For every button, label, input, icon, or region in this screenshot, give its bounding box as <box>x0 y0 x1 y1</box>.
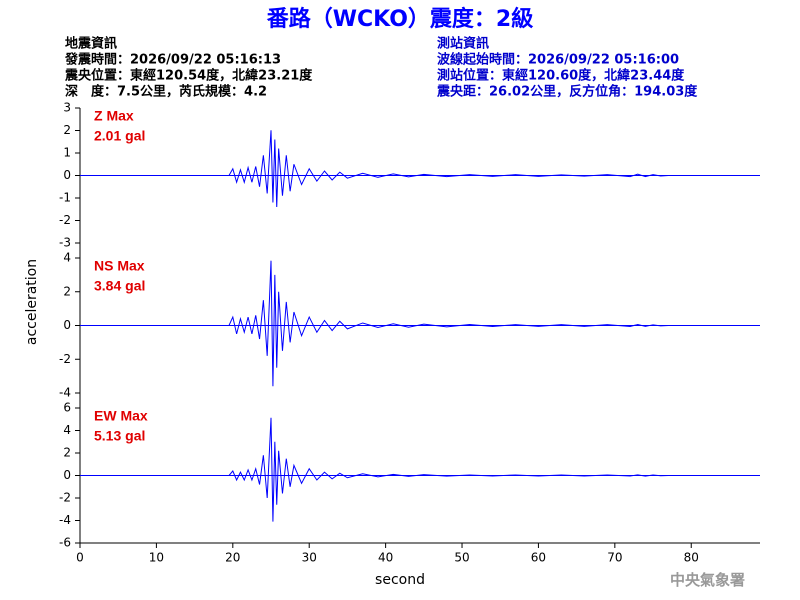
info-left: 地震資訊 <box>65 36 117 52</box>
info-left: 深 度：7.5公里，芮氏規模：4.2 <box>65 84 267 100</box>
x-tick-label: 80 <box>684 551 699 565</box>
info-right: 震央距：26.02公里，反方位角：194.03度 <box>436 84 698 100</box>
y-tick-label: 4 <box>63 251 71 265</box>
y-tick-label: 2 <box>63 123 71 137</box>
y-tick-label: -2 <box>59 213 71 227</box>
y-tick-label: -1 <box>59 191 71 205</box>
info-left: 發震時間：2026/09/22 05:16:13 <box>64 52 281 68</box>
annotation: EW Max <box>94 408 148 424</box>
x-tick-label: 20 <box>225 551 240 565</box>
annotation: 5.13 gal <box>94 428 145 444</box>
annotation: 3.84 gal <box>94 278 145 294</box>
y-tick-label: -4 <box>59 513 71 527</box>
annotation: Z Max <box>94 108 134 124</box>
title: 番路（WCKO）震度：2級 <box>266 6 533 32</box>
y-tick-label: -6 <box>59 536 71 550</box>
y-tick-label: 0 <box>63 318 71 332</box>
info-right: 波線起始時間：2026/09/22 05:16:00 <box>437 52 679 68</box>
x-tick-label: 70 <box>607 551 622 565</box>
y-tick-label: 0 <box>63 168 71 182</box>
y-axis-label: acceleration <box>24 259 40 345</box>
y-tick-label: -2 <box>59 352 71 366</box>
x-tick-label: 10 <box>149 551 164 565</box>
info-right: 測站位置：東經120.60度，北緯23.44度 <box>437 68 685 84</box>
y-tick-label: -2 <box>59 491 71 505</box>
info-right: 測站資訊 <box>437 36 489 52</box>
annotation: NS Max <box>94 258 145 274</box>
x-tick-label: 30 <box>302 551 317 565</box>
y-tick-label: 6 <box>63 401 71 415</box>
x-axis-label: second <box>375 572 425 588</box>
info-left: 震央位置：東經120.54度，北緯23.21度 <box>64 68 313 84</box>
x-tick-label: 50 <box>454 551 469 565</box>
y-tick-label: 1 <box>63 146 71 160</box>
y-tick-label: 3 <box>63 101 71 115</box>
footer: 中央氣象署 <box>670 571 745 589</box>
y-tick-label: 2 <box>63 446 71 460</box>
waveform <box>80 417 760 522</box>
y-tick-label: -3 <box>59 236 71 250</box>
waveform <box>80 260 760 387</box>
waveform <box>80 130 760 208</box>
y-tick-label: 2 <box>63 284 71 298</box>
x-tick-label: 0 <box>76 551 84 565</box>
x-tick-label: 60 <box>531 551 546 565</box>
y-tick-label: 4 <box>63 423 71 437</box>
x-tick-label: 40 <box>378 551 393 565</box>
y-tick-label: 0 <box>63 468 71 482</box>
y-tick-label: -4 <box>59 386 71 400</box>
annotation: 2.01 gal <box>94 128 145 144</box>
